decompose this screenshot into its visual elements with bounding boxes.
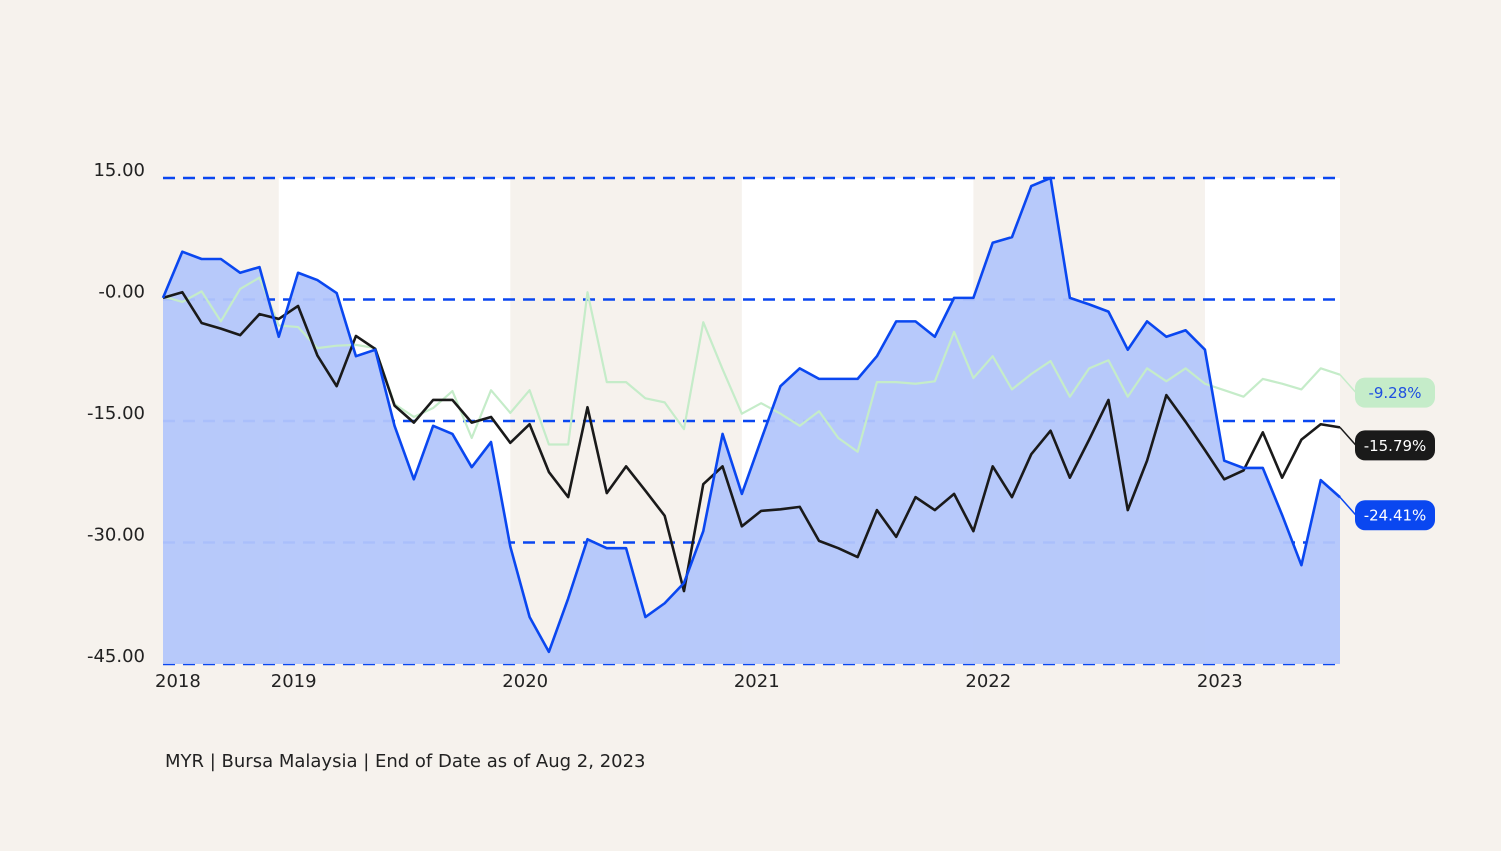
series-line <box>162 276 1341 453</box>
y-tick-label: -15.00 <box>87 403 145 424</box>
x-tick-label: 2019 <box>271 671 317 692</box>
y-tick-label: -30.00 <box>87 525 145 546</box>
footnote: MYR | Bursa Malaysia | End of Date as of… <box>165 751 646 772</box>
value-label: -15.79% <box>1364 437 1427 455</box>
y-tick-label: -45.00 <box>87 646 145 667</box>
label-connector <box>1339 426 1357 446</box>
series-line <box>161 176 1341 654</box>
area <box>163 178 1340 664</box>
x-tick-label: 2022 <box>965 671 1011 692</box>
series-line <box>162 290 1341 593</box>
value-label-bg <box>1355 500 1435 531</box>
y-tick-label: 15.00 <box>93 160 145 181</box>
label-connector <box>1339 374 1357 394</box>
x-tick-label: 2021 <box>734 671 780 692</box>
value-label: -9.28% <box>1368 384 1421 402</box>
x-tick-label: 2023 <box>1197 671 1243 692</box>
y-tick-label: -0.00 <box>98 282 145 303</box>
value-label-bg <box>1355 377 1435 408</box>
value-label-bg <box>1355 430 1435 461</box>
value-label: -24.41% <box>1364 507 1427 525</box>
x-tick-label: 2020 <box>502 671 548 692</box>
x-tick-label: 2018 <box>155 671 201 692</box>
label-connector <box>1339 496 1357 516</box>
